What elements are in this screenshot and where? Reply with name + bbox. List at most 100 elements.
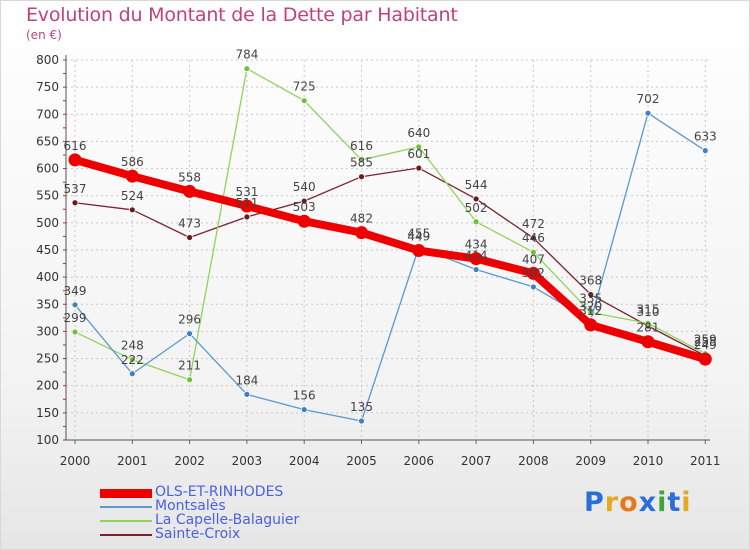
data-point-sainte-croix bbox=[587, 291, 595, 298]
data-label-la-capelle-balaguier: 784 bbox=[235, 48, 258, 62]
data-label-ols-et-rinhodes: 449 bbox=[407, 230, 430, 244]
x-tick-label: 2002 bbox=[174, 454, 205, 468]
data-point-ols-et-rinhodes bbox=[584, 318, 598, 332]
data-point-la-capelle-balaguier bbox=[300, 97, 308, 105]
logo-letter: t bbox=[667, 487, 682, 518]
logo-letter: i bbox=[681, 487, 692, 518]
data-label-sainte-croix: 601 bbox=[407, 147, 430, 161]
x-tick-label: 2004 bbox=[289, 454, 320, 468]
data-label-montsal-s: 382 bbox=[522, 266, 545, 280]
data-label-ols-et-rinhodes: 503 bbox=[293, 200, 316, 214]
data-point-sainte-croix bbox=[472, 195, 480, 203]
data-label-ols-et-rinhodes: 616 bbox=[64, 139, 87, 153]
y-tick-label: 600 bbox=[36, 162, 59, 176]
y-tick-label: 250 bbox=[36, 352, 59, 366]
logo-letter: x bbox=[638, 487, 658, 518]
y-tick-label: 450 bbox=[36, 243, 59, 257]
data-point-sainte-croix bbox=[300, 197, 308, 205]
data-label-montsal-s: 222 bbox=[121, 353, 144, 367]
data-point-sainte-croix bbox=[243, 213, 251, 221]
data-label-montsal-s: 455 bbox=[407, 226, 430, 240]
data-label-montsal-s: 135 bbox=[350, 400, 373, 414]
data-point-ols-et-rinhodes bbox=[641, 335, 655, 349]
y-tick-label: 300 bbox=[36, 324, 59, 338]
x-tick-label: 2009 bbox=[575, 454, 606, 468]
data-point-la-capelle-balaguier bbox=[71, 328, 79, 336]
logo-letter: i bbox=[657, 487, 668, 518]
legend-swatch bbox=[100, 534, 152, 536]
data-label-ols-et-rinhodes: 482 bbox=[350, 212, 373, 226]
y-tick-label: 800 bbox=[36, 53, 59, 67]
legend-item-sainte-croix: Sainte-Croix bbox=[100, 526, 420, 544]
series-line-sainte-croix bbox=[74, 167, 706, 357]
y-tick-label: 400 bbox=[36, 270, 59, 284]
data-point-la-capelle-balaguier bbox=[358, 156, 365, 164]
data-point-sainte-croix bbox=[530, 234, 537, 242]
data-point-ols-et-rinhodes bbox=[412, 244, 426, 258]
y-tick-label: 700 bbox=[36, 107, 59, 121]
data-label-ols-et-rinhodes: 312 bbox=[579, 304, 602, 318]
data-point-montsal-s bbox=[644, 109, 652, 117]
x-tick-label: 2011 bbox=[690, 454, 721, 468]
data-point-la-capelle-balaguier bbox=[186, 376, 194, 384]
data-label-la-capelle-balaguier: 211 bbox=[178, 359, 201, 373]
data-label-la-capelle-balaguier: 725 bbox=[293, 80, 316, 94]
data-label-la-capelle-balaguier: 616 bbox=[350, 139, 373, 153]
series-line-la-capelle-balaguier bbox=[74, 68, 706, 381]
data-point-montsal-s bbox=[472, 266, 480, 273]
data-label-montsal-s: 633 bbox=[694, 130, 717, 144]
data-point-montsal-s bbox=[300, 406, 308, 414]
logo-letter: r bbox=[604, 487, 620, 518]
data-point-montsal-s bbox=[128, 370, 136, 378]
x-tick-label: 2006 bbox=[404, 454, 435, 468]
data-point-montsal-s bbox=[186, 330, 194, 338]
data-point-sainte-croix bbox=[71, 199, 79, 207]
data-label-sainte-croix: 524 bbox=[121, 189, 144, 203]
y-tick-label: 550 bbox=[36, 189, 59, 203]
x-tick-label: 2000 bbox=[60, 454, 91, 468]
data-point-ols-et-rinhodes bbox=[68, 153, 82, 167]
x-tick-label: 2003 bbox=[232, 454, 263, 468]
data-label-montsal-s: 156 bbox=[293, 389, 316, 403]
data-point-sainte-croix bbox=[186, 234, 194, 241]
data-label-la-capelle-balaguier: 248 bbox=[121, 339, 144, 353]
data-label-montsal-s: 320 bbox=[579, 300, 602, 314]
y-tick-label: 100 bbox=[36, 433, 59, 447]
y-tick-label: 650 bbox=[36, 134, 59, 148]
data-label-sainte-croix: 540 bbox=[293, 180, 316, 194]
data-label-ols-et-rinhodes: 407 bbox=[522, 252, 545, 266]
data-label-la-capelle-balaguier: 299 bbox=[64, 311, 87, 325]
data-label-ols-et-rinhodes: 281 bbox=[637, 321, 660, 335]
data-point-la-capelle-balaguier bbox=[530, 248, 537, 256]
data-point-la-capelle-balaguier bbox=[472, 218, 480, 226]
legend-swatch bbox=[100, 520, 152, 522]
data-point-ols-et-rinhodes bbox=[125, 169, 139, 183]
series-line-montsal-s bbox=[74, 112, 706, 422]
y-tick-label: 150 bbox=[36, 406, 59, 420]
data-label-montsal-s: 414 bbox=[465, 249, 488, 263]
data-label-ols-et-rinhodes: 249 bbox=[694, 338, 717, 352]
data-label-montsal-s: 296 bbox=[178, 313, 201, 327]
data-point-sainte-croix bbox=[358, 173, 365, 181]
x-tick-label: 2001 bbox=[117, 454, 148, 468]
data-point-la-capelle-balaguier bbox=[644, 319, 652, 327]
logo-letter: P bbox=[584, 487, 605, 518]
data-point-ols-et-rinhodes bbox=[183, 184, 197, 198]
data-point-montsal-s bbox=[358, 417, 365, 425]
legend-label: La Capelle-Balaguier bbox=[155, 512, 300, 528]
data-label-montsal-s: 184 bbox=[235, 373, 258, 387]
logo-letter: o bbox=[619, 487, 639, 518]
series-line-ols-et-rinhodes bbox=[71, 155, 710, 364]
data-label-la-capelle-balaguier: 259 bbox=[694, 333, 717, 347]
legend-swatch bbox=[100, 488, 152, 498]
y-tick-label: 750 bbox=[36, 80, 59, 94]
data-point-sainte-croix bbox=[415, 164, 423, 172]
data-label-ols-et-rinhodes: 531 bbox=[235, 185, 258, 199]
data-point-la-capelle-balaguier bbox=[128, 356, 136, 364]
data-point-montsal-s bbox=[243, 390, 251, 398]
chart-subtitle: (en €) bbox=[26, 28, 62, 42]
data-label-sainte-croix: 511 bbox=[235, 196, 258, 210]
data-point-ols-et-rinhodes bbox=[526, 266, 540, 280]
